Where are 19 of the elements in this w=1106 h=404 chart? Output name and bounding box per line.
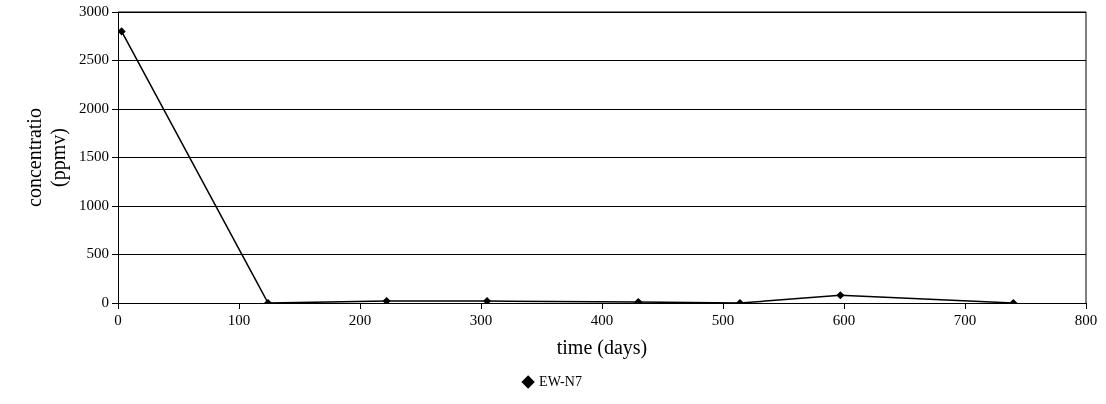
y-tick-label: 2000 bbox=[79, 99, 109, 116]
x-axis-title: time (days) bbox=[556, 336, 648, 360]
y-tick-label: 1000 bbox=[79, 196, 109, 213]
x-tick-label: 700 bbox=[953, 311, 977, 328]
y-tick-label: 1500 bbox=[79, 148, 109, 165]
y-axis-title: concentratio (ppmv) bbox=[23, 108, 71, 207]
x-tick-label: 0 bbox=[114, 311, 122, 328]
y-tick-label: 3000 bbox=[79, 2, 109, 19]
x-tick-label: 300 bbox=[469, 311, 493, 328]
y-tick-label: 2500 bbox=[79, 51, 109, 68]
x-tick-label: 400 bbox=[590, 311, 614, 328]
x-tick-label: 100 bbox=[227, 311, 251, 328]
x-tick-label: 200 bbox=[348, 311, 372, 328]
x-tick-label: 500 bbox=[711, 311, 735, 328]
y-tick-label: 500 bbox=[86, 245, 109, 262]
legend-label: EW-N7 bbox=[539, 373, 582, 389]
x-tick-label: 800 bbox=[1074, 311, 1098, 328]
x-tick-label: 600 bbox=[832, 311, 856, 328]
y-tick-label: 0 bbox=[101, 293, 109, 310]
